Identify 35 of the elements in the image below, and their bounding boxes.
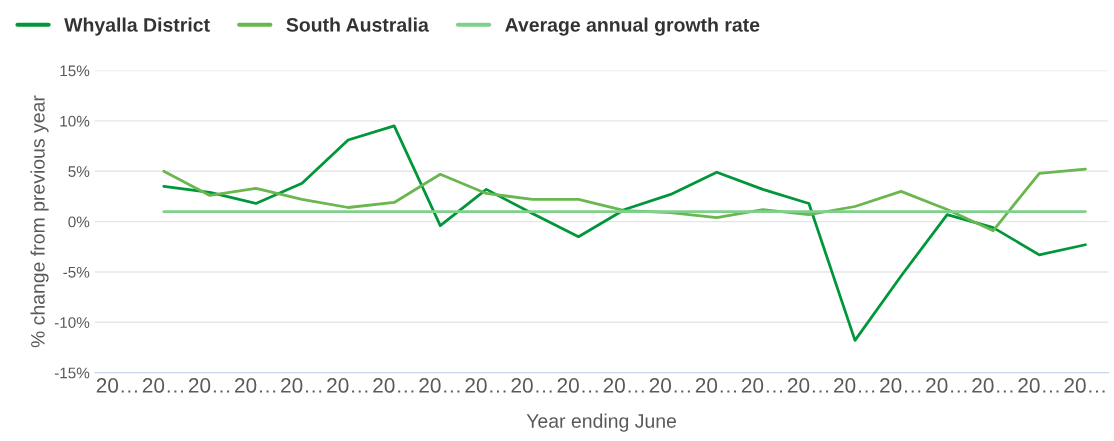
y-axis-title: % change from previous year [30, 95, 49, 348]
x-tick-label: 20… [281, 378, 322, 393]
y-tick-label: 0% [68, 216, 90, 228]
x-tick-label: 20… [373, 378, 414, 393]
y-tick-label: 5% [68, 166, 90, 177]
y-tick-label: 10% [60, 115, 90, 127]
x-tick-label: 20… [96, 378, 137, 393]
y-tick-label: -5% [63, 266, 90, 278]
x-tick-label: 20… [1064, 378, 1105, 393]
x-tick-label: 20… [557, 378, 598, 393]
y-tick-label: 15% [60, 65, 90, 77]
x-tick-label: 20… [511, 378, 552, 393]
y-tick-label: -15% [54, 367, 90, 379]
line-series [162, 124, 1087, 342]
legend-label: South Australia [286, 17, 429, 32]
x-tick-label: 20… [419, 378, 460, 393]
x-tick-label: 20… [695, 378, 736, 393]
legend-label: Average annual growth rate [505, 17, 760, 36]
x-tick-label: 20… [741, 378, 783, 393]
y-tick-label: -10% [54, 317, 90, 328]
x-tick-label: 20… [188, 378, 230, 393]
x-tick-label: 20… [787, 378, 829, 393]
x-tick-label: 20… [1018, 378, 1059, 393]
x-tick-label: 20… [926, 378, 967, 393]
x-tick-label: 20… [880, 378, 921, 393]
x-tick-label: 20… [603, 378, 644, 393]
x-tick-label: 20… [235, 378, 276, 393]
x-tick-label: 20… [649, 378, 690, 393]
x-tick-label: 20… [142, 378, 183, 393]
x-tick-label: 20… [834, 378, 875, 393]
x-tick-label: 20… [972, 378, 1013, 393]
x-tick-label: 20… [327, 378, 368, 393]
legend-label: Whyalla District [64, 17, 210, 36]
x-tick-label: 20… [465, 378, 506, 393]
x-axis-title: Year ending June [526, 413, 677, 432]
